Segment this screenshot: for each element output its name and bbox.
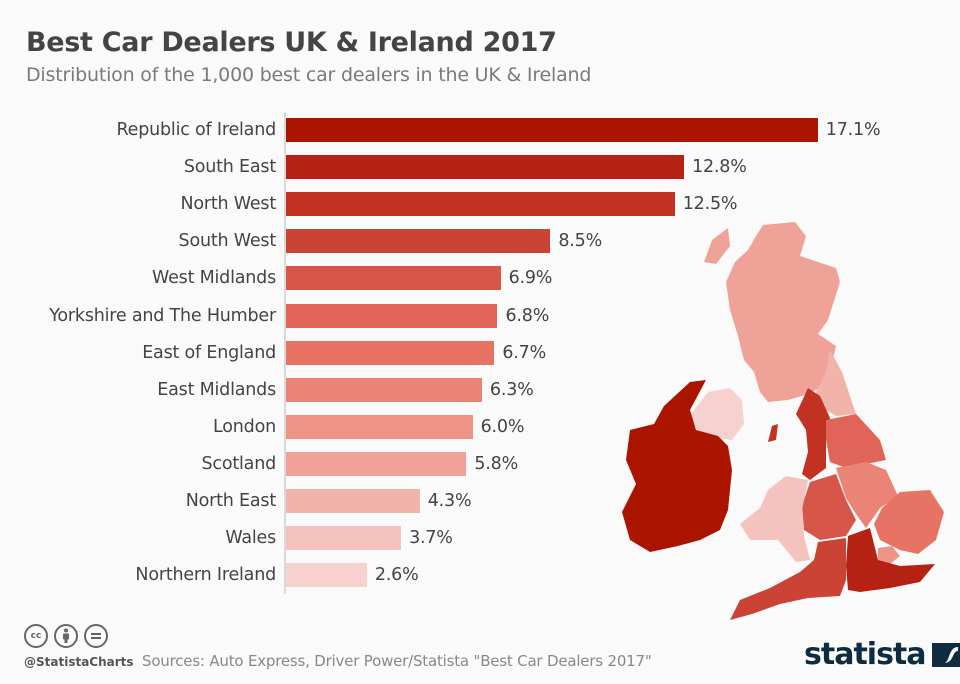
value-label: 6.9% xyxy=(508,268,553,289)
bar-row: East of England 6.7% xyxy=(0,340,960,365)
category-label: South East xyxy=(183,157,276,178)
bar[interactable] xyxy=(286,229,551,254)
map-region-west-midlands xyxy=(802,474,856,540)
y-axis-line xyxy=(284,112,286,594)
no-derivatives-icon[interactable] xyxy=(84,624,108,648)
category-label: Scotland xyxy=(201,453,277,474)
bar-row: Yorkshire and The Humber 6.8% xyxy=(0,303,960,328)
map-region-northern-ireland xyxy=(688,388,744,440)
value-label: 6.7% xyxy=(502,342,547,363)
bar-row: Wales 3.7% xyxy=(0,526,960,551)
category-label: London xyxy=(213,416,276,437)
bar[interactable] xyxy=(286,192,675,217)
category-label: Wales xyxy=(225,528,276,549)
map-region-south-east xyxy=(846,528,935,592)
category-label: North East xyxy=(185,491,276,511)
category-label: East Midlands xyxy=(157,379,276,400)
map-region-north-east xyxy=(816,350,856,416)
bar[interactable] xyxy=(286,489,420,513)
license-icons: cc xyxy=(24,624,108,648)
bar-row: North East 4.3% xyxy=(0,489,960,513)
bar[interactable] xyxy=(286,563,367,588)
bar[interactable] xyxy=(286,118,818,142)
bar-row: South East 12.8% xyxy=(0,155,960,180)
map-region-scotland xyxy=(726,222,840,402)
value-label: 6.8% xyxy=(505,305,550,326)
map-region-isle-of-man xyxy=(768,424,778,442)
bar[interactable] xyxy=(286,155,685,180)
statista-wordmark: statista xyxy=(804,637,927,672)
bar-row: North West 12.5% xyxy=(0,192,960,217)
value-label: 4.3% xyxy=(427,491,472,511)
map-region-republic-of-ireland xyxy=(622,380,732,552)
map-region-wales xyxy=(740,476,810,562)
bar-row: Northern Ireland 2.6% xyxy=(0,563,960,588)
value-label: 6.3% xyxy=(489,379,534,400)
bar-row: Scotland 5.8% xyxy=(0,451,960,476)
bar[interactable] xyxy=(286,340,495,365)
value-label: 2.6% xyxy=(374,565,419,586)
statista-logo-icon xyxy=(931,642,960,667)
bar-row: South West 8.5% xyxy=(0,229,960,254)
bar[interactable] xyxy=(286,414,473,439)
value-label: 5.8% xyxy=(474,453,519,474)
value-label: 6.0% xyxy=(480,416,525,437)
bar[interactable] xyxy=(286,303,498,328)
map-region-east-of-england xyxy=(874,490,944,554)
bar-row: East Midlands 6.3% xyxy=(0,377,960,402)
value-label: 8.5% xyxy=(558,231,603,252)
category-label: Northern Ireland xyxy=(135,565,276,586)
bar[interactable] xyxy=(286,526,402,551)
value-label: 12.5% xyxy=(682,194,738,215)
source-note: Sources: Auto Express, Driver Power/Stat… xyxy=(142,652,652,670)
map-region-east-midlands xyxy=(836,462,898,528)
chart-subtitle: Distribution of the 1,000 best car deale… xyxy=(26,64,592,86)
uk-ireland-choropleth-map xyxy=(622,222,944,620)
cc-icon[interactable]: cc xyxy=(24,624,48,648)
bar[interactable] xyxy=(286,266,501,291)
statista-brand[interactable]: statista xyxy=(804,637,960,672)
map-region-london xyxy=(878,546,900,564)
category-label: Republic of Ireland xyxy=(116,120,276,140)
value-label: 3.7% xyxy=(409,528,453,549)
value-label: 17.1% xyxy=(825,120,881,140)
bar[interactable] xyxy=(286,377,482,402)
map-region-north-west xyxy=(796,388,830,480)
category-label: West Midlands xyxy=(152,268,276,289)
bar-row: West Midlands 6.9% xyxy=(0,266,960,291)
bar-row: London 6.0% xyxy=(0,414,960,439)
category-label: South West xyxy=(178,231,277,252)
chart-title: Best Car Dealers UK & Ireland 2017 xyxy=(26,27,557,58)
category-label: North West xyxy=(180,194,276,215)
category-label: East of England xyxy=(142,342,276,363)
bar[interactable] xyxy=(286,451,467,476)
statista-handle[interactable]: @StatistaCharts xyxy=(24,655,134,669)
category-label: Yorkshire and The Humber xyxy=(49,305,276,326)
map-region-scotland-islands xyxy=(704,228,730,264)
value-label: 12.8% xyxy=(692,157,747,178)
map-region-south-west xyxy=(730,538,846,620)
attribution-icon[interactable] xyxy=(54,624,78,648)
map-region-yorkshire xyxy=(826,414,886,468)
bar-row: Republic of Ireland 17.1% xyxy=(0,118,960,142)
